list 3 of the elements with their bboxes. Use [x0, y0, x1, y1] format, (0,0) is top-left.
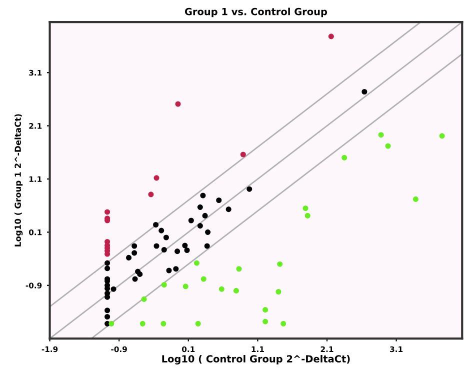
x-axis-title: Log10 ( Control Group 2^-DeltaCt)	[162, 354, 350, 364]
y-axis-title: Log10 ( Group 1 2^-DeltaCt)	[14, 114, 23, 246]
chart-title: Group 1 vs. Control Group	[184, 8, 328, 18]
